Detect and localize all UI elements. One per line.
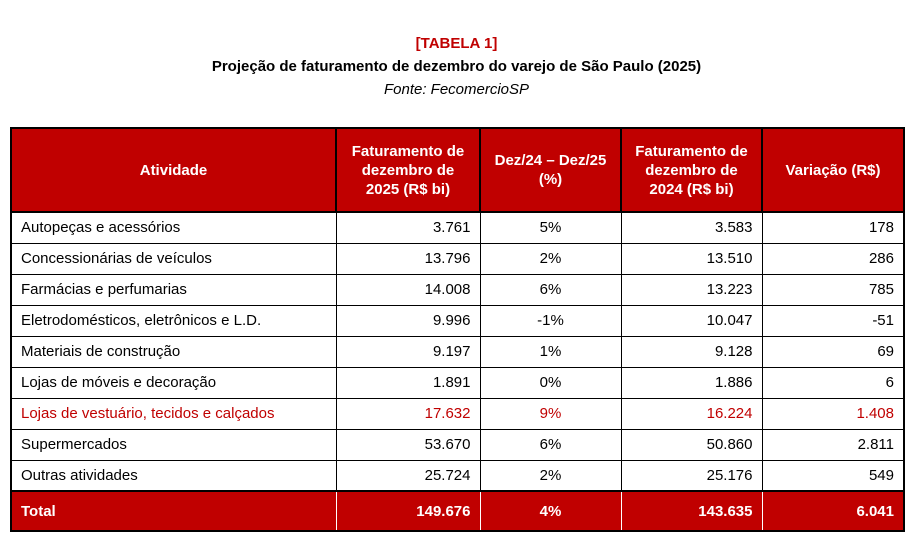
- source-note: Fonte: FecomercioSP: [383, 81, 530, 98]
- page-title: Projeção de faturamento de dezembro do v…: [211, 58, 702, 75]
- cell-faturamento-2024: 9.128: [620, 335, 763, 368]
- table-row: Farmácias e perfumarias 14.008 6% 13.223…: [10, 273, 905, 306]
- total-label: Total: [10, 490, 337, 532]
- cell-variacao-rs: 6: [761, 366, 905, 399]
- cell-faturamento-2025: 1.891: [335, 366, 481, 399]
- cell-faturamento-2025: 3.761: [335, 211, 481, 244]
- cell-atividade: Concessionárias de veículos: [10, 242, 337, 275]
- header-cell-faturamento-2024: Faturamento de dezembro de 2024 (R$ bi): [620, 127, 763, 213]
- cell-variacao-pct: 9%: [479, 397, 622, 430]
- cell-variacao-pct: 1%: [479, 335, 622, 368]
- cell-variacao-pct: 6%: [479, 428, 622, 461]
- title-block: [TABELA 1] Projeção de faturamento de de…: [0, 0, 913, 101]
- table-row-highlighted: Lojas de vestuário, tecidos e calçados 1…: [10, 397, 905, 430]
- cell-variacao-pct: 2%: [479, 242, 622, 275]
- total-faturamento-2024: 143.635: [620, 490, 763, 532]
- cell-faturamento-2025: 14.008: [335, 273, 481, 306]
- cell-faturamento-2024: 10.047: [620, 304, 763, 337]
- cell-faturamento-2024: 3.583: [620, 211, 763, 244]
- cell-atividade: Lojas de móveis e decoração: [10, 366, 337, 399]
- cell-faturamento-2025: 25.724: [335, 459, 481, 492]
- table-row: Materiais de construção 9.197 1% 9.128 6…: [10, 335, 905, 368]
- table-row: Lojas de móveis e decoração 1.891 0% 1.8…: [10, 366, 905, 399]
- cell-atividade: Farmácias e perfumarias: [10, 273, 337, 306]
- cell-faturamento-2024: 13.510: [620, 242, 763, 275]
- cell-variacao-rs: 785: [761, 273, 905, 306]
- table-tag: [TABELA 1]: [415, 35, 498, 52]
- table-row: Autopeças e acessórios 3.761 5% 3.583 17…: [10, 211, 905, 244]
- total-variacao-pct: 4%: [479, 490, 622, 532]
- table-row: Outras atividades 25.724 2% 25.176 549: [10, 459, 905, 492]
- cell-variacao-pct: 6%: [479, 273, 622, 306]
- table-row: Concessionárias de veículos 13.796 2% 13…: [10, 242, 905, 275]
- table-total-row: Total 149.676 4% 143.635 6.041: [10, 490, 905, 532]
- cell-variacao-rs: 286: [761, 242, 905, 275]
- cell-variacao-pct: -1%: [479, 304, 622, 337]
- cell-faturamento-2025: 9.996: [335, 304, 481, 337]
- revenue-projection-table: Atividade Faturamento de dezembro de 202…: [10, 127, 905, 532]
- cell-variacao-pct: 0%: [479, 366, 622, 399]
- cell-atividade: Supermercados: [10, 428, 337, 461]
- cell-variacao-rs: 69: [761, 335, 905, 368]
- cell-faturamento-2025: 53.670: [335, 428, 481, 461]
- cell-variacao-rs: -51: [761, 304, 905, 337]
- cell-variacao-rs: 178: [761, 211, 905, 244]
- cell-variacao-rs: 2.811: [761, 428, 905, 461]
- cell-atividade: Materiais de construção: [10, 335, 337, 368]
- cell-faturamento-2025: 9.197: [335, 335, 481, 368]
- cell-faturamento-2024: 16.224: [620, 397, 763, 430]
- cell-variacao-pct: 5%: [479, 211, 622, 244]
- cell-faturamento-2025: 17.632: [335, 397, 481, 430]
- table-row: Supermercados 53.670 6% 50.860 2.811: [10, 428, 905, 461]
- cell-faturamento-2024: 1.886: [620, 366, 763, 399]
- cell-variacao-rs: 549: [761, 459, 905, 492]
- cell-faturamento-2024: 25.176: [620, 459, 763, 492]
- total-faturamento-2025: 149.676: [335, 490, 481, 532]
- cell-faturamento-2025: 13.796: [335, 242, 481, 275]
- header-cell-faturamento-2025: Faturamento de dezembro de 2025 (R$ bi): [335, 127, 481, 213]
- table-header-row: Atividade Faturamento de dezembro de 202…: [10, 127, 905, 213]
- cell-faturamento-2024: 50.860: [620, 428, 763, 461]
- header-cell-variacao-pct: Dez/24 – Dez/25 (%): [479, 127, 622, 213]
- cell-atividade: Outras atividades: [10, 459, 337, 492]
- header-cell-variacao-rs: Variação (R$): [761, 127, 905, 213]
- header-cell-atividade: Atividade: [10, 127, 337, 213]
- cell-variacao-rs: 1.408: [761, 397, 905, 430]
- cell-variacao-pct: 2%: [479, 459, 622, 492]
- cell-faturamento-2024: 13.223: [620, 273, 763, 306]
- table-row: Eletrodomésticos, eletrônicos e L.D. 9.9…: [10, 304, 905, 337]
- cell-atividade: Eletrodomésticos, eletrônicos e L.D.: [10, 304, 337, 337]
- total-variacao-rs: 6.041: [761, 490, 905, 532]
- cell-atividade: Lojas de vestuário, tecidos e calçados: [10, 397, 337, 430]
- cell-atividade: Autopeças e acessórios: [10, 211, 337, 244]
